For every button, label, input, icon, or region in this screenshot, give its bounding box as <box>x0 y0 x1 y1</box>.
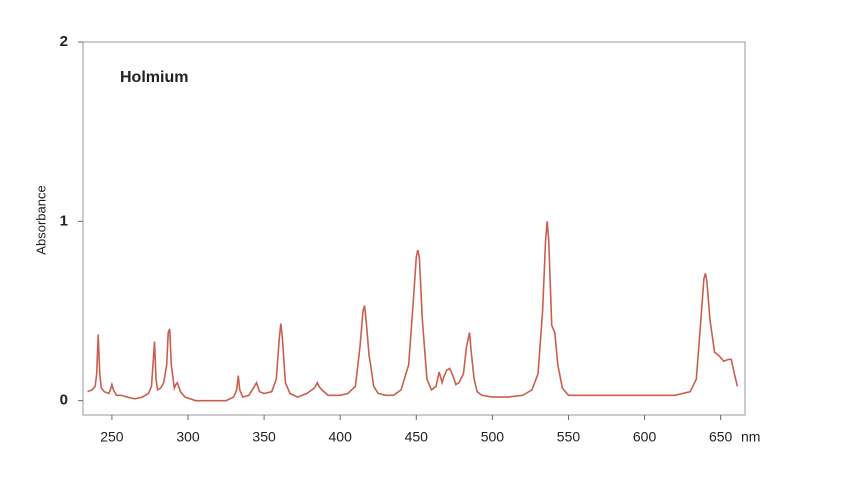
x-tick-label: 650 <box>709 429 733 445</box>
plot-frame <box>82 41 746 416</box>
x-tick-label: 250 <box>100 429 124 445</box>
y-tick-label: 0 <box>60 392 68 409</box>
x-tick-label: 600 <box>633 429 657 445</box>
spectrum-line <box>87 221 739 402</box>
y-tick-label: 1 <box>60 212 68 229</box>
x-tick-label: 350 <box>252 429 276 445</box>
x-tick-label: 500 <box>481 429 505 445</box>
x-tick-label: 450 <box>405 429 429 445</box>
x-tick-label: 550 <box>557 429 581 445</box>
x-tick-label: 400 <box>329 429 353 445</box>
x-axis-title: nm <box>741 429 760 445</box>
y-tick-label: 2 <box>60 33 68 50</box>
x-tick-label: 300 <box>176 429 200 445</box>
y-axis-title: Absorbance <box>33 185 48 254</box>
chart-title: Holmium <box>120 69 188 86</box>
